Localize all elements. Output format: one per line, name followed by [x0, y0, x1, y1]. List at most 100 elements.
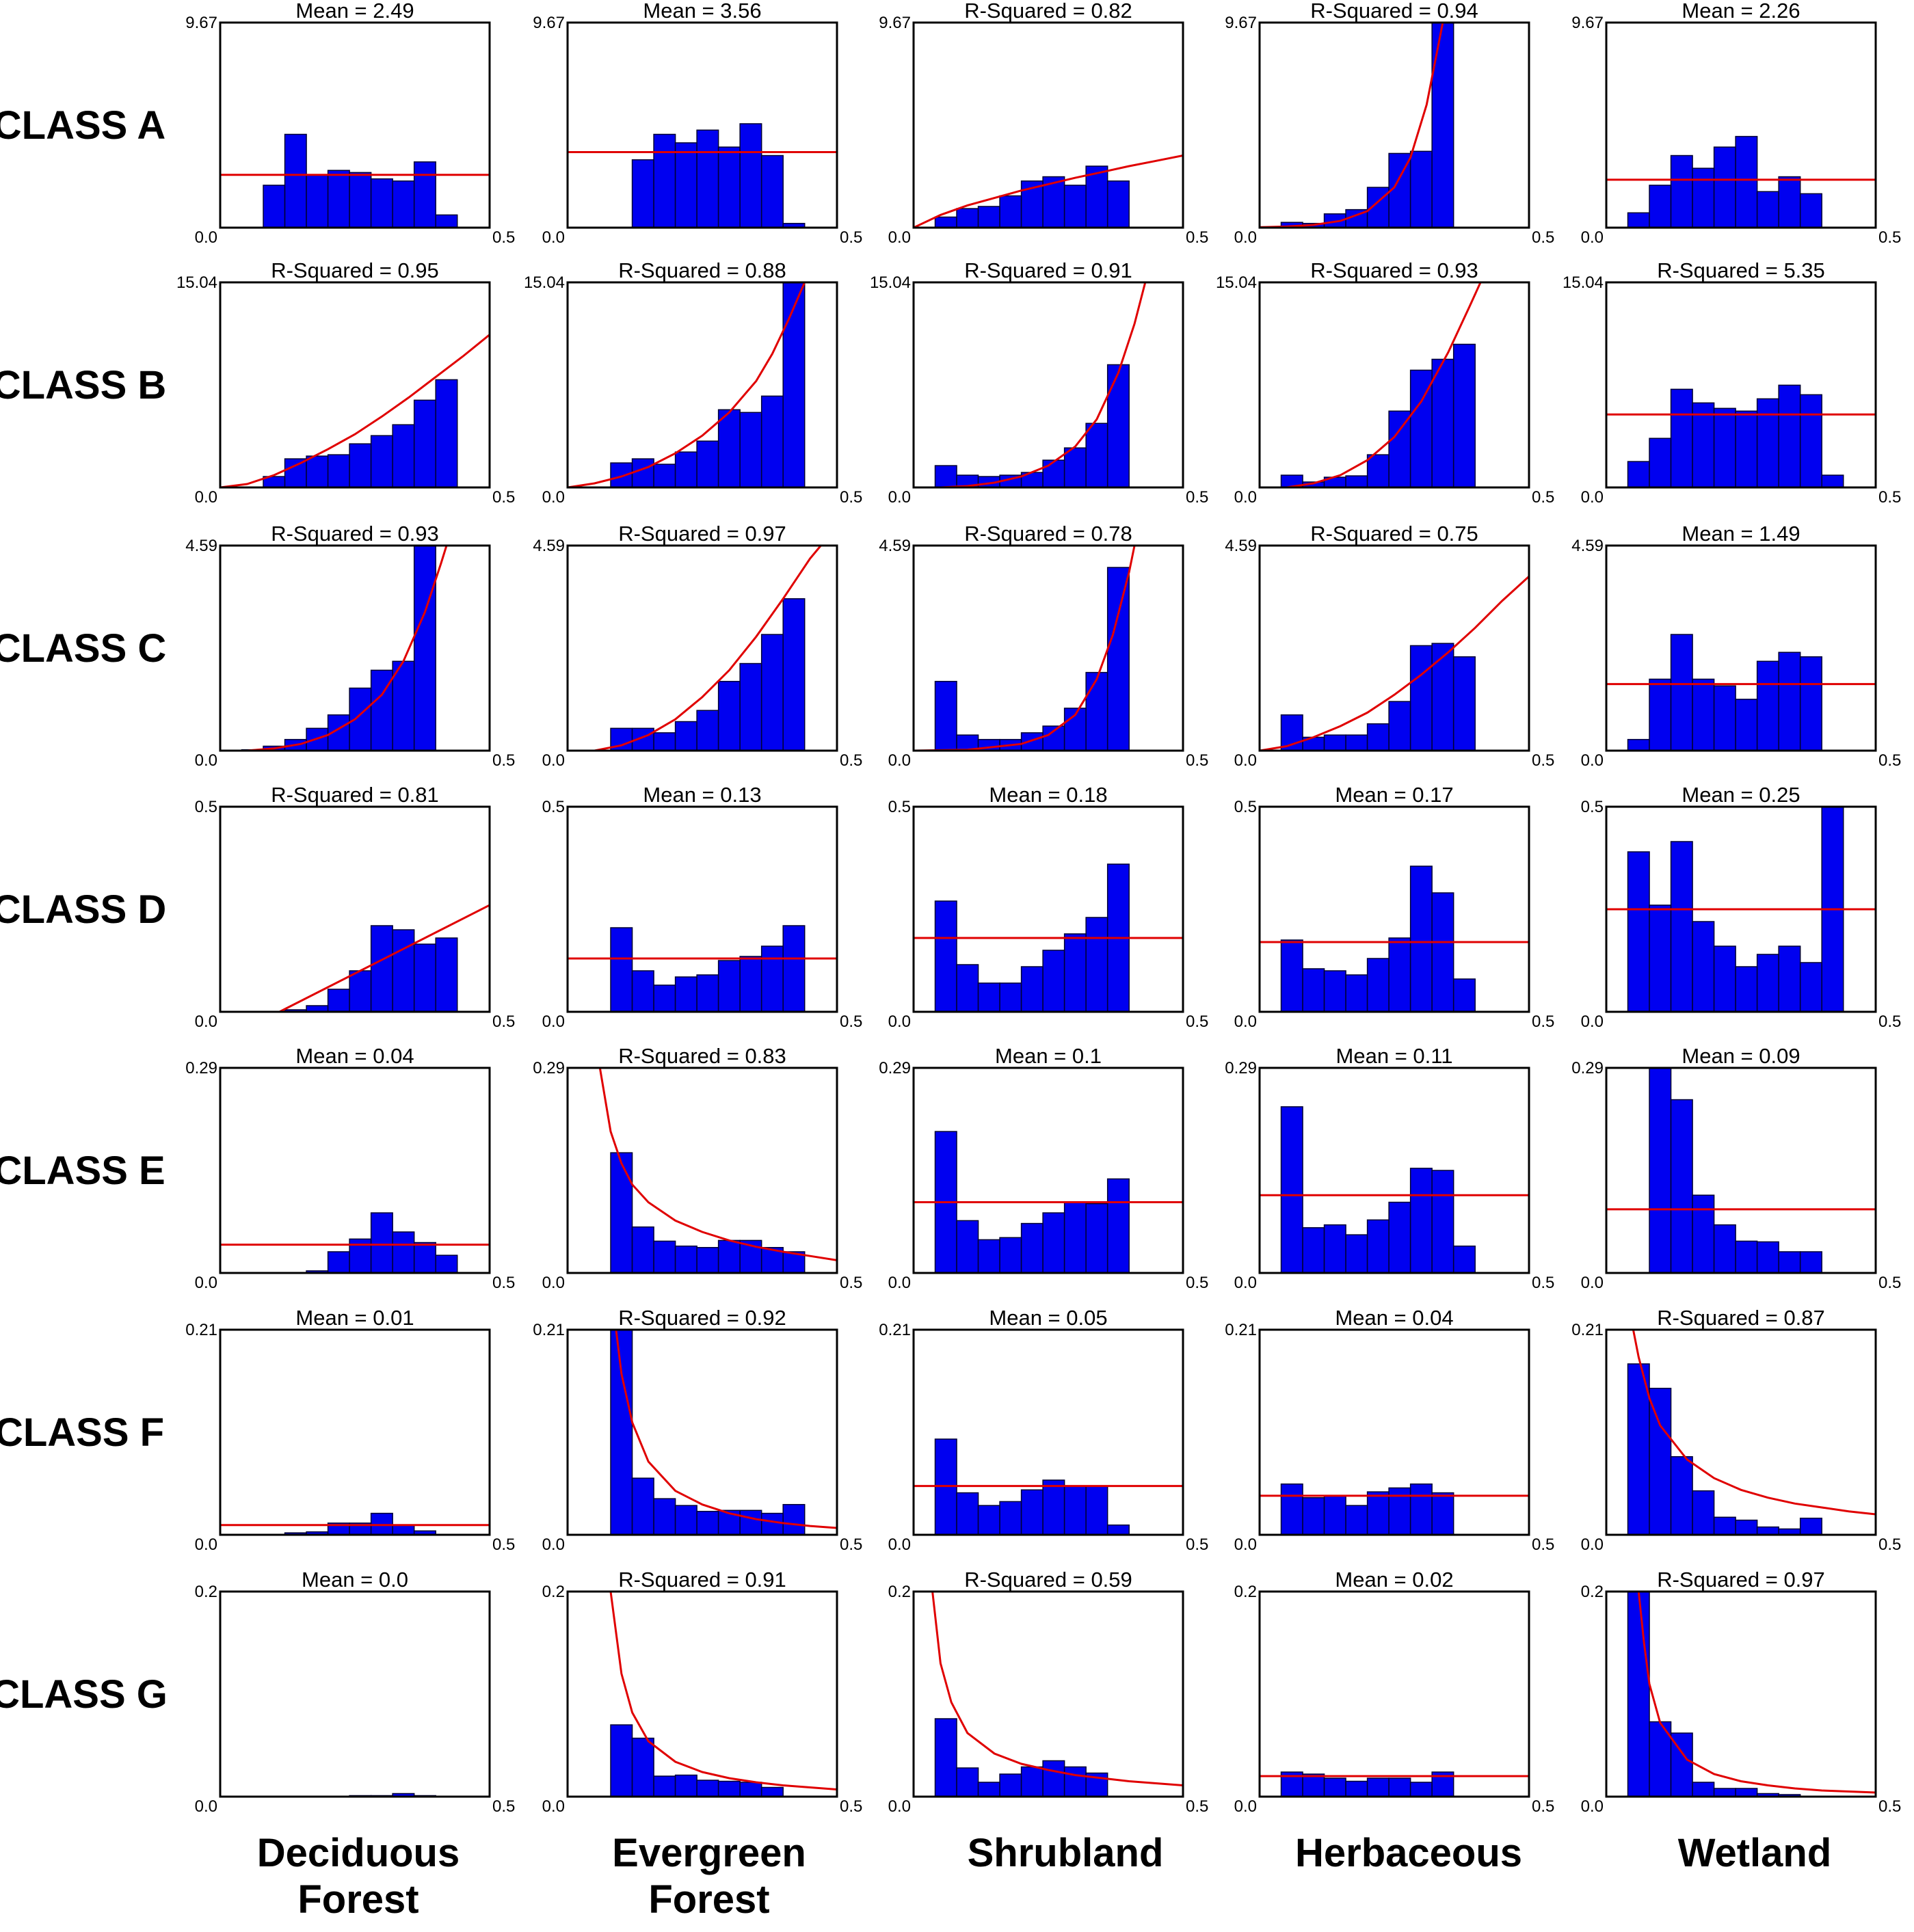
histogram-bar — [610, 1152, 633, 1273]
fit-curve — [1260, 575, 1529, 751]
histogram-bar — [782, 925, 806, 1012]
histogram-bar — [934, 900, 957, 1012]
histogram-bar — [1020, 732, 1044, 751]
histogram-bar — [696, 974, 719, 1012]
histogram-bar — [674, 976, 697, 1012]
x-max-tick-label: 0.5 — [1186, 228, 1208, 247]
histogram-bar — [977, 1782, 1000, 1797]
histogram-bar — [717, 960, 741, 1012]
plot-frame — [219, 1066, 491, 1274]
panel-title: R-Squared = 0.87 — [1657, 1306, 1825, 1330]
bars — [610, 1152, 806, 1273]
plot-frame — [1258, 1066, 1530, 1274]
fit-curve — [1632, 1330, 1876, 1516]
plot-frame — [1605, 281, 1877, 489]
x-max-tick-label: 0.5 — [492, 1535, 515, 1554]
plot-frame — [912, 544, 1184, 752]
histogram-panel: Mean = 0.04 0.29 0.0 0.5 — [185, 1044, 515, 1292]
histogram-bar — [1452, 978, 1476, 1012]
origin-tick-label: 0.0 — [888, 751, 911, 770]
histogram-bar — [435, 1255, 458, 1273]
histogram-bar — [1735, 699, 1758, 751]
histogram-bar — [1692, 1782, 1715, 1797]
histogram-bar — [435, 937, 458, 1012]
origin-tick-label: 0.0 — [1234, 1274, 1257, 1292]
histogram-panel: Mean = 1.49 4.59 0.0 0.5 — [1571, 522, 1901, 770]
panel-title: R-Squared = 0.83 — [618, 1044, 786, 1068]
plot-frame — [566, 1066, 838, 1274]
histogram-bar — [1452, 1245, 1476, 1273]
histogram-bar — [1431, 358, 1454, 487]
histogram-bar — [349, 443, 372, 487]
plot-frame — [1258, 544, 1530, 752]
histogram-bar — [1042, 1212, 1065, 1273]
column-label: Evergreen — [612, 1831, 806, 1875]
y-max-tick-label: 0.29 — [533, 1059, 565, 1077]
histogram-panel: R-Squared = 0.97 4.59 0.0 0.5 — [533, 522, 862, 770]
histogram-panel: R-Squared = 0.78 4.59 0.0 0.5 — [879, 522, 1208, 770]
fit-curve — [914, 155, 1183, 228]
histogram-bar — [739, 412, 762, 487]
histogram-bar — [1409, 150, 1433, 228]
histogram-bar — [739, 1782, 762, 1797]
histogram-bar — [1670, 634, 1693, 751]
bars — [1280, 643, 1476, 751]
bars — [1280, 1106, 1476, 1273]
histogram-bar — [610, 927, 633, 1012]
plot-frame — [566, 544, 838, 752]
histogram-bar — [1366, 1491, 1390, 1535]
y-max-tick-label: 0.2 — [1234, 1583, 1257, 1601]
histogram-bar — [717, 409, 741, 487]
histogram-bar — [1020, 1222, 1044, 1273]
bars — [1280, 1771, 1454, 1797]
bars — [263, 133, 458, 228]
bars — [241, 546, 436, 751]
panel-title: R-Squared = 0.94 — [1310, 0, 1478, 23]
plot-frame — [912, 1066, 1184, 1274]
histogram-bar — [1756, 660, 1779, 751]
histogram-bar — [653, 133, 676, 228]
histogram-bar — [1388, 1201, 1411, 1273]
x-max-tick-label: 0.5 — [1532, 1274, 1554, 1292]
histogram-bar — [1778, 945, 1801, 1012]
origin-tick-label: 0.0 — [888, 1012, 911, 1031]
histogram-bar — [1323, 1777, 1346, 1797]
bars — [1627, 634, 1822, 751]
x-max-tick-label: 0.5 — [840, 228, 862, 247]
fit-curve — [615, 1330, 837, 1529]
x-max-tick-label: 0.5 — [840, 1797, 862, 1816]
histogram-bar — [653, 732, 676, 751]
histogram-bar — [934, 216, 957, 228]
histogram-bar — [1280, 939, 1303, 1012]
bars — [934, 1438, 1130, 1535]
histogram-bar — [956, 208, 979, 228]
origin-tick-label: 0.0 — [542, 751, 565, 770]
histogram-bar — [934, 465, 957, 487]
origin-tick-label: 0.0 — [1581, 1535, 1604, 1554]
panel-title: Mean = 0.17 — [1335, 783, 1453, 807]
histogram-bar — [1388, 701, 1411, 751]
histogram-bar — [653, 1498, 676, 1535]
origin-tick-label: 0.0 — [1581, 1012, 1604, 1031]
histogram-bar — [1756, 1526, 1779, 1535]
histogram-bar — [1692, 402, 1715, 487]
histogram-bar — [1085, 1203, 1108, 1273]
histogram-bar — [696, 1247, 719, 1273]
histogram-bar — [999, 982, 1022, 1012]
plot-frame — [566, 1590, 838, 1798]
histogram-bar — [653, 464, 676, 487]
histogram-bar — [1388, 937, 1411, 1012]
fit-curve — [1637, 1592, 1876, 1794]
origin-tick-label: 0.0 — [888, 1535, 911, 1554]
histogram-bar — [1649, 904, 1672, 1012]
x-max-tick-label: 0.5 — [1532, 1797, 1554, 1816]
fit-curve — [220, 334, 490, 487]
x-max-tick-label: 0.5 — [1878, 1012, 1901, 1031]
histogram-bar — [1409, 866, 1433, 1012]
histogram-panel: Mean = 0.18 0.5 0.0 0.5 — [888, 783, 1209, 1031]
row-label: CLASS G — [0, 1672, 168, 1717]
origin-tick-label: 0.0 — [888, 1274, 911, 1292]
histogram-bar — [1106, 567, 1130, 751]
histogram-bar — [1799, 1517, 1822, 1535]
histogram-bar — [1649, 185, 1672, 228]
